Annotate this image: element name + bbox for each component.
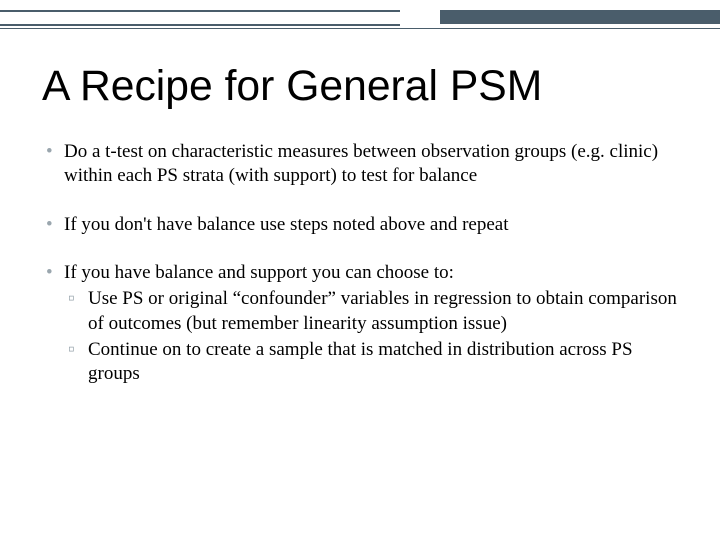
sub-2: Continue on to create a sample that is m…: [64, 338, 678, 387]
bullet-1: Do a t-test on characteristic measures b…: [42, 140, 678, 189]
top-underline: [0, 28, 720, 29]
bullet-list: Do a t-test on characteristic measures b…: [42, 140, 678, 387]
bullet-2-text: If you don't have balance use steps note…: [64, 214, 508, 235]
bullet-3-text: If you have balance and support you can …: [64, 262, 454, 283]
top-bar-left: [0, 10, 400, 26]
top-decoration: [0, 0, 720, 36]
sub-1: Use PS or original “confounder” variable…: [64, 287, 678, 336]
bullet-2: If you don't have balance use steps note…: [42, 213, 678, 237]
slide: A Recipe for General PSM Do a t-test on …: [0, 0, 720, 540]
sub-2-text: Continue on to create a sample that is m…: [88, 339, 633, 384]
content-area: Do a t-test on characteristic measures b…: [42, 140, 678, 411]
sub-list: Use PS or original “confounder” variable…: [64, 287, 678, 386]
slide-title: A Recipe for General PSM: [42, 62, 542, 111]
top-bar-right: [440, 10, 720, 24]
sub-1-text: Use PS or original “confounder” variable…: [88, 288, 677, 333]
bullet-1-text: Do a t-test on characteristic measures b…: [64, 141, 658, 186]
bullet-3: If you have balance and support you can …: [42, 261, 678, 387]
